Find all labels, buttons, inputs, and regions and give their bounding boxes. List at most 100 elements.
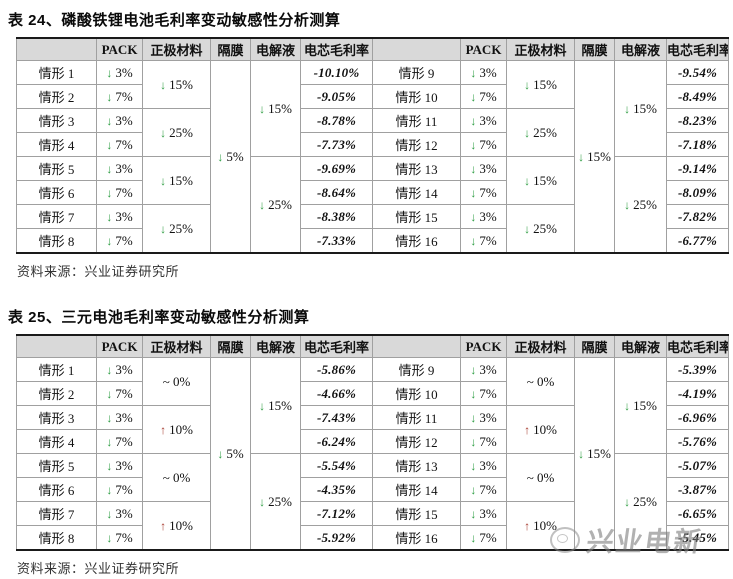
down-arrow-icon: ↓ (470, 530, 477, 545)
scenario-cell: 情形 16 (372, 525, 461, 551)
down-arrow-icon: ↓ (106, 233, 113, 248)
down-arrow-icon: ↓ (160, 173, 167, 188)
pack-cell: ↓ 3% (96, 108, 143, 133)
table25-source: 资料来源：兴业证券研究所 (17, 561, 180, 576)
column-header: 隔膜 (210, 335, 251, 358)
up-arrow-icon: ↑ (160, 518, 167, 533)
cell-margin-value: -4.66% (300, 381, 373, 406)
down-arrow-icon: ↓ (106, 113, 113, 128)
pack-cell: ↓ 7% (460, 228, 507, 254)
membrane-cell: ↓ 5% (210, 60, 251, 254)
down-arrow-icon: ↓ (106, 482, 113, 497)
pack-cell: ↓ 7% (460, 180, 507, 205)
pack-cell: ↓ 7% (460, 525, 507, 551)
column-header: PACK (96, 335, 143, 358)
pack-cell: ↓ 7% (96, 429, 143, 454)
down-arrow-icon: ↓ (470, 386, 477, 401)
scenario-cell: 情形 11 (372, 405, 461, 430)
pack-cell: ↓ 3% (96, 453, 143, 478)
pack-cell: ↓ 7% (460, 84, 507, 109)
down-arrow-icon: ↓ (470, 113, 477, 128)
column-header: 隔膜 (574, 38, 615, 61)
down-arrow-icon: ↓ (106, 185, 113, 200)
column-header: 隔膜 (574, 335, 615, 358)
cell-margin-value: -5.07% (666, 453, 729, 478)
cell-margin-value: -6.65% (666, 501, 729, 526)
cathode-cell: ~ 0% (142, 357, 211, 406)
table-row: 情形 4 ↓ 7% -6.24% 情形 12 ↓ 7% -5.76% (16, 429, 729, 454)
cell-margin-value: -8.23% (666, 108, 729, 133)
membrane-cell: ↓ 15% (574, 357, 615, 551)
cell-margin-value: -10.10% (300, 60, 373, 85)
electrolyte-cell: ↓ 15% (250, 60, 301, 157)
down-arrow-icon: ↓ (470, 137, 477, 152)
table-row: 情形 8 ↓ 7% -5.92% 情形 16 ↓ 7% -5.45% (16, 525, 729, 551)
column-header: 电芯毛利率 (300, 38, 373, 61)
table24-section: 表 24、磷酸铁锂电池毛利率变动敏感性分析测算 PACK 正极材料 隔膜 电解液 电芯毛… (0, 0, 733, 280)
pack-cell: ↓ 3% (460, 357, 507, 382)
scenario-cell: 情形 13 (372, 156, 461, 181)
membrane-cell: ↓ 15% (574, 60, 615, 254)
down-arrow-icon: ↓ (470, 482, 477, 497)
column-header: 隔膜 (210, 38, 251, 61)
down-arrow-icon: ↓ (470, 209, 477, 224)
scenario-cell: 情形 6 (16, 180, 97, 205)
corner-header-cell (372, 38, 461, 61)
down-arrow-icon: ↓ (217, 149, 224, 164)
table-row: 情形 5 ↓ 3% ~ 0% ↓ 25% -5.54% 情形 13 ↓ 3% ~ 0% ↓ 25% -5.… (16, 453, 729, 551)
scenario-cell: 情形 4 (16, 429, 97, 454)
down-arrow-icon: ↓ (106, 386, 113, 401)
cell-margin-value: -8.49% (666, 84, 729, 109)
down-arrow-icon: ↓ (259, 398, 266, 413)
cell-margin-value: -7.12% (300, 501, 373, 526)
cell-margin-value: -8.64% (300, 180, 373, 205)
table-row: 情形 4 ↓ 7% -7.73% 情形 12 ↓ 7% -7.18% (16, 132, 729, 157)
down-arrow-icon: ↓ (470, 65, 477, 80)
pack-cell: ↓ 7% (460, 477, 507, 502)
pack-cell: ↓ 3% (460, 108, 507, 133)
column-header: PACK (96, 38, 143, 61)
down-arrow-icon: ↓ (470, 185, 477, 200)
electrolyte-cell: ↓ 25% (250, 156, 301, 254)
down-arrow-icon: ↓ (106, 137, 113, 152)
pack-cell: ↓ 3% (460, 60, 507, 85)
column-header: 电解液 (250, 335, 301, 358)
down-arrow-icon: ↓ (217, 446, 224, 461)
table-row: 情形 1 ↓ 3% ↓ 15% ↓ 5% ↓ 15% -10.10% 情形 9 ↓ 3% ↓ 15% ↓ 15%… (16, 60, 729, 254)
cathode-cell: ~ 0% (506, 357, 575, 406)
sensitivity-table-ternary: PACK 正极材料 隔膜 电解液 电芯毛利率 PACK 正极材料 隔膜 电解液 电芯毛利率 情形 1… (16, 334, 729, 551)
pack-cell: ↓ 7% (96, 525, 143, 551)
table-row: 情形 3 ↓ 3% ↓ 25% -8.78% 情形 11 ↓ 3% ↓ 25% -8.23% (16, 108, 729, 157)
scenario-cell: 情形 6 (16, 477, 97, 502)
cathode-cell: ↑ 10% (142, 501, 211, 551)
pack-cell: ↓ 3% (96, 357, 143, 382)
down-arrow-icon: ↓ (106, 209, 113, 224)
scenario-cell: 情形 10 (372, 381, 461, 406)
cell-margin-value: -7.82% (666, 204, 729, 229)
scenario-cell: 情形 3 (16, 108, 97, 133)
cell-margin-value: -7.18% (666, 132, 729, 157)
cell-margin-value: -5.39% (666, 357, 729, 382)
down-arrow-icon: ↓ (106, 410, 113, 425)
column-header: 正极材料 (142, 335, 211, 358)
scenario-cell: 情形 11 (372, 108, 461, 133)
down-arrow-icon: ↓ (259, 494, 266, 509)
cell-margin-value: -3.87% (666, 477, 729, 502)
down-arrow-icon: ↓ (106, 65, 113, 80)
scenario-cell: 情形 1 (16, 60, 97, 85)
down-arrow-icon: ↓ (106, 506, 113, 521)
down-arrow-icon: ↓ (259, 101, 266, 116)
cell-margin-value: -5.86% (300, 357, 373, 382)
down-arrow-icon: ↓ (160, 77, 167, 92)
cathode-cell: ~ 0% (506, 453, 575, 502)
down-arrow-icon: ↓ (524, 125, 531, 140)
scenario-cell: 情形 14 (372, 477, 461, 502)
cell-margin-value: -7.73% (300, 132, 373, 157)
down-arrow-icon: ↓ (106, 362, 113, 377)
pack-cell: ↓ 7% (96, 180, 143, 205)
pack-cell: ↓ 7% (460, 429, 507, 454)
table24-title: 表 24、磷酸铁锂电池毛利率变动敏感性分析测算 (8, 12, 341, 29)
table-row: 情形 2 ↓ 7% -4.66% 情形 10 ↓ 7% -4.19% (16, 381, 729, 406)
up-arrow-icon: ↑ (160, 422, 167, 437)
